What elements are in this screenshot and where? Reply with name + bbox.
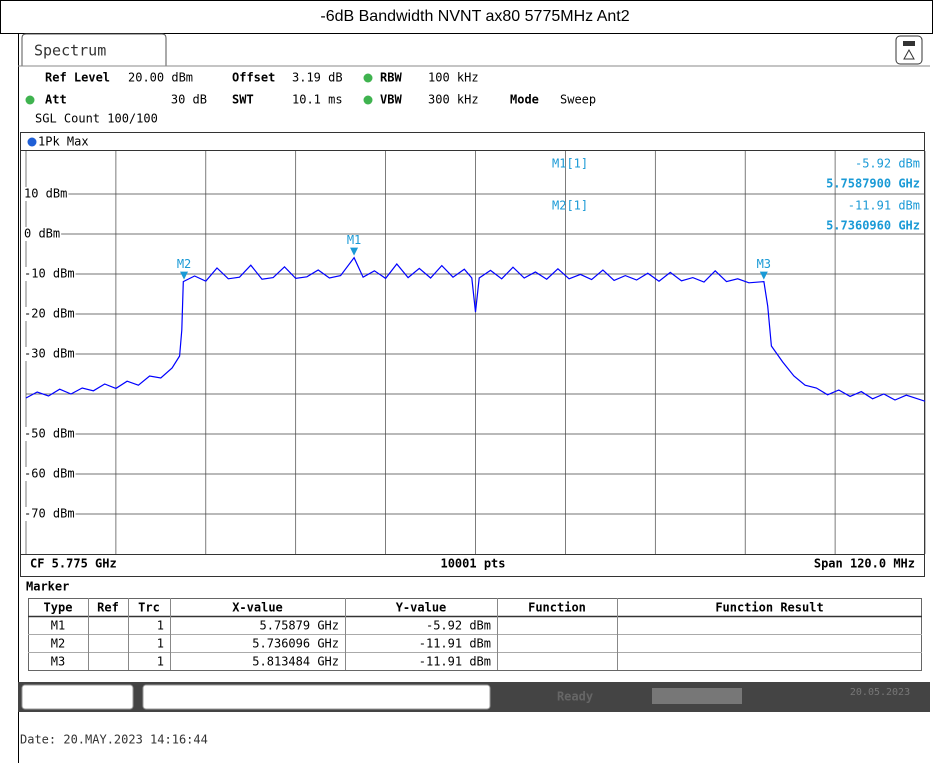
column-header: X-value xyxy=(232,601,283,615)
table-cell: 1 xyxy=(157,655,164,669)
readout-name: M1[1] xyxy=(552,157,588,171)
label-bg xyxy=(22,187,69,201)
setting-label: Ref Level xyxy=(45,71,110,85)
marker-table: Type Ref Trc X-value Y-value Function Function… xyxy=(28,598,922,671)
y-tick-label: -70 dBm xyxy=(24,507,75,521)
table-cell: 5.736096 GHz xyxy=(252,637,339,651)
table-cell: M3 xyxy=(51,655,65,669)
column-header: Trc xyxy=(138,601,160,615)
timestamp: Date: 20.MAY.2023 14:16:44 xyxy=(20,733,208,747)
label-bg xyxy=(22,227,62,241)
label-bg xyxy=(22,467,76,481)
y-tick-label: 0 dBm xyxy=(24,227,60,241)
table-cell: -11.91 dBm xyxy=(419,637,491,651)
setting-value: 300 kHz xyxy=(428,93,479,107)
indicator xyxy=(363,95,373,105)
icon xyxy=(903,48,915,60)
setting-value: 30 dB xyxy=(171,93,207,107)
label-bg xyxy=(22,427,76,441)
marker-triangle xyxy=(350,247,359,256)
trace-label: 1Pk Max xyxy=(38,135,89,149)
status-field[interactable] xyxy=(142,684,491,710)
tab-label[interactable]: Spectrum xyxy=(34,42,106,60)
setting-label: SWT xyxy=(232,93,254,107)
table-cell: 1 xyxy=(157,637,164,651)
setting-label: VBW xyxy=(380,93,402,107)
table-cell: -11.91 dBm xyxy=(419,655,491,669)
icon xyxy=(903,41,915,46)
readout-x: 5.7587900 GHz xyxy=(826,177,920,191)
table-cell: 5.813484 GHz xyxy=(252,655,339,669)
readout-y: -5.92 dBm xyxy=(855,157,920,171)
marker-label: M1 xyxy=(347,233,361,247)
plot-frame xyxy=(20,132,925,577)
setting-value: 3.19 dB xyxy=(292,71,343,85)
table-cell: 5.75879 GHz xyxy=(260,619,339,633)
tab[interactable] xyxy=(21,33,167,66)
column-header: Function xyxy=(528,601,586,615)
column-header: Ref xyxy=(97,601,119,615)
status-date: 20.05.2023 xyxy=(850,687,910,698)
y-tick-label: 10 dBm xyxy=(24,187,67,201)
y-tick-label: -10 dBm xyxy=(24,267,75,281)
readout-y: -11.91 dBm xyxy=(848,199,920,213)
readout-x: 5.7360960 GHz xyxy=(826,219,920,233)
center-frequency: CF 5.775 GHz xyxy=(30,557,117,571)
y-tick-label: -60 dBm xyxy=(24,467,75,481)
setting-label: Att xyxy=(45,93,67,107)
span: Span 120.0 MHz xyxy=(814,557,915,571)
y-tick-label: -50 dBm xyxy=(24,427,75,441)
label-bg xyxy=(22,347,76,361)
title: -6dB Bandwidth NVNT ax80 5775MHz Ant2 xyxy=(320,8,629,25)
column-header: Function Result xyxy=(715,601,823,615)
y-tick-label: -30 dBm xyxy=(24,347,75,361)
indicator xyxy=(363,73,373,83)
table-title: Marker xyxy=(26,580,69,594)
setting-value: 20.00 dBm xyxy=(128,71,193,85)
readout-name: M2[1] xyxy=(552,199,588,213)
setting-label: Mode xyxy=(510,93,539,107)
setting-value: 100 kHz xyxy=(428,71,479,85)
status-state: Ready xyxy=(557,690,593,704)
marker-triangle xyxy=(180,271,189,280)
sweep-count: SGL Count 100/100 xyxy=(35,112,158,126)
label-bg xyxy=(22,307,76,321)
y-tick-label: -20 dBm xyxy=(24,307,75,321)
setting-label: Offset xyxy=(232,71,275,85)
label-bg xyxy=(22,507,76,521)
setting-label: RBW xyxy=(380,71,402,85)
progress xyxy=(652,688,742,704)
setting-value: Sweep xyxy=(560,93,596,107)
plot: 10 dBm 0 dBm -10 dBm -20 dBm -30 dBm -50 dBm -… xyxy=(22,151,926,554)
table-cell: M1 xyxy=(51,619,65,633)
marker-label: M2 xyxy=(177,257,191,271)
column-header: Y-value xyxy=(396,601,447,615)
status-field[interactable] xyxy=(21,684,134,710)
indicator xyxy=(25,95,35,105)
label-bg xyxy=(22,267,76,281)
marker-triangle xyxy=(759,271,768,280)
table-cell: -5.92 dBm xyxy=(426,619,491,633)
column-header: Type xyxy=(44,601,73,615)
trace-indicator xyxy=(27,137,37,147)
trace xyxy=(25,256,925,402)
table-cell: 1 xyxy=(157,619,164,633)
marker-label: M3 xyxy=(757,257,771,271)
setting-value: 10.1 ms xyxy=(292,93,343,107)
point-count: 10001 pts xyxy=(440,557,505,571)
table-cell: M2 xyxy=(51,637,65,651)
